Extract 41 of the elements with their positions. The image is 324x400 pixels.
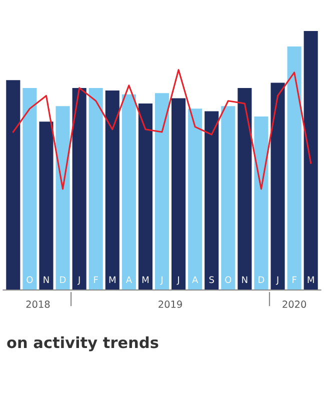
bar	[88, 88, 103, 290]
bar	[138, 103, 152, 290]
x-tick-label: S	[209, 276, 214, 284]
x-tick-label: J	[78, 276, 80, 285]
x-tick-label: D	[60, 276, 66, 283]
x-tick-label: J	[276, 276, 278, 285]
bar	[238, 88, 252, 290]
bar	[122, 94, 136, 290]
bar	[172, 98, 186, 290]
bar	[188, 108, 202, 290]
bar	[72, 88, 86, 290]
bar	[56, 106, 70, 290]
bar	[39, 122, 54, 290]
x-tick-label: M	[308, 276, 314, 283]
bar	[6, 80, 20, 290]
x-tick-label: D	[258, 276, 264, 283]
bar	[105, 90, 120, 290]
x-tick-label: N	[242, 276, 248, 283]
bar	[221, 106, 236, 290]
bar	[22, 88, 37, 290]
text: 2020	[282, 300, 306, 308]
x-tick-label: A	[126, 276, 132, 283]
x-tick-label: F	[94, 276, 98, 283]
bar	[270, 82, 285, 290]
x-tick-label: O	[26, 276, 33, 284]
x-tick-label: M	[109, 276, 116, 283]
x-tick-label: A	[192, 276, 198, 283]
x-tick-label: F	[292, 276, 296, 283]
text: on activity trends	[7, 336, 158, 352]
bar	[304, 30, 318, 290]
x-tick-label: J	[160, 276, 162, 285]
x-tick-label: N	[44, 276, 49, 283]
text: 2018	[26, 300, 50, 308]
x-tick-label: M	[142, 276, 148, 283]
text: 2019	[158, 300, 182, 308]
bar	[154, 93, 170, 290]
bar	[287, 46, 302, 290]
x-tick-label: O	[225, 276, 232, 284]
bar	[254, 116, 268, 290]
bar	[204, 111, 219, 290]
x-tick-label: J	[176, 276, 179, 285]
